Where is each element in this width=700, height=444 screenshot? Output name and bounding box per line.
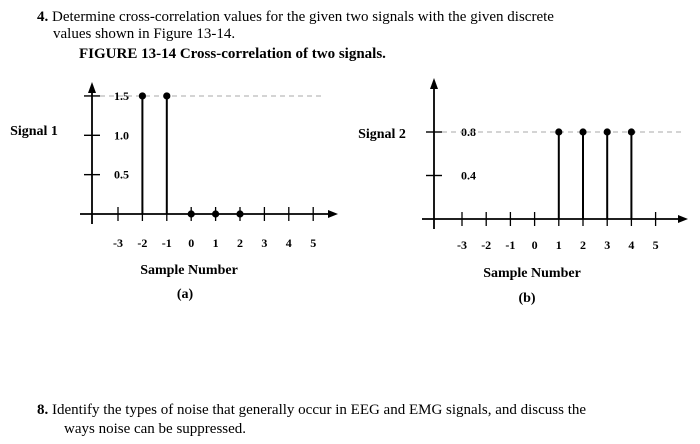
x-tick-label: 4 [286, 236, 292, 250]
x-tick-label: -2 [137, 236, 147, 250]
x-tick-label: 1 [213, 236, 219, 250]
y-tick-label: 0.8 [461, 125, 476, 139]
question-8-line-1: 8. Identify the types of noise that gene… [37, 402, 586, 419]
x-tick-label: 0 [532, 238, 538, 252]
figure-caption: FIGURE 13-14 Cross-correlation of two si… [79, 46, 386, 62]
x-tick-label: -1 [505, 238, 515, 252]
x-tick-label: 2 [237, 236, 243, 250]
x-tick-label: 3 [261, 236, 267, 250]
data-point [212, 210, 220, 218]
y-axis-arrow-icon [88, 82, 96, 93]
data-point [138, 92, 146, 100]
question-4-number: 4. [37, 9, 49, 25]
x-tick-label: 1 [556, 238, 562, 252]
x-axis-title: Sample Number [140, 263, 238, 278]
x-tick-label: 5 [310, 236, 316, 250]
data-point [579, 128, 587, 136]
data-point [555, 128, 563, 136]
signal-label: Signal 1 [10, 124, 58, 139]
x-tick-label: -2 [481, 238, 491, 252]
y-tick-label: 0.4 [461, 169, 476, 183]
x-tick-label: -3 [457, 238, 467, 252]
x-tick-label: 0 [188, 236, 194, 250]
x-axis-title: Sample Number [483, 266, 581, 281]
x-tick-label: -1 [162, 236, 172, 250]
question-4-text: Determine cross-correlation values for t… [52, 9, 554, 25]
data-point [163, 92, 171, 100]
panel-label: (a) [177, 287, 194, 302]
x-axis-arrow-icon [328, 210, 338, 218]
question-4-line-1: 4. Determine cross-correlation values fo… [37, 9, 554, 26]
x-tick-label: 2 [580, 238, 586, 252]
y-tick-label: 0.5 [114, 168, 129, 182]
x-tick-label: 5 [653, 238, 659, 252]
data-point [603, 128, 611, 136]
question-4-line-2: values shown in Figure 13-14. [53, 26, 236, 42]
data-point [627, 128, 636, 136]
question-8-line-2: ways noise can be suppressed. [64, 421, 247, 437]
x-tick-label: -3 [113, 236, 123, 250]
data-point [236, 210, 244, 218]
panel-label: (b) [518, 291, 535, 306]
x-tick-label: 3 [604, 238, 610, 252]
y-axis-arrow-icon [430, 78, 438, 89]
question-8-number: 8. [37, 402, 49, 418]
signal-label: Signal 2 [358, 127, 406, 142]
x-tick-label: 4 [628, 238, 634, 252]
y-tick-label: 1.0 [114, 128, 129, 142]
x-axis-arrow-icon [678, 215, 688, 223]
data-point [187, 210, 195, 218]
question-8-text: Identify the types of noise that general… [52, 402, 587, 418]
